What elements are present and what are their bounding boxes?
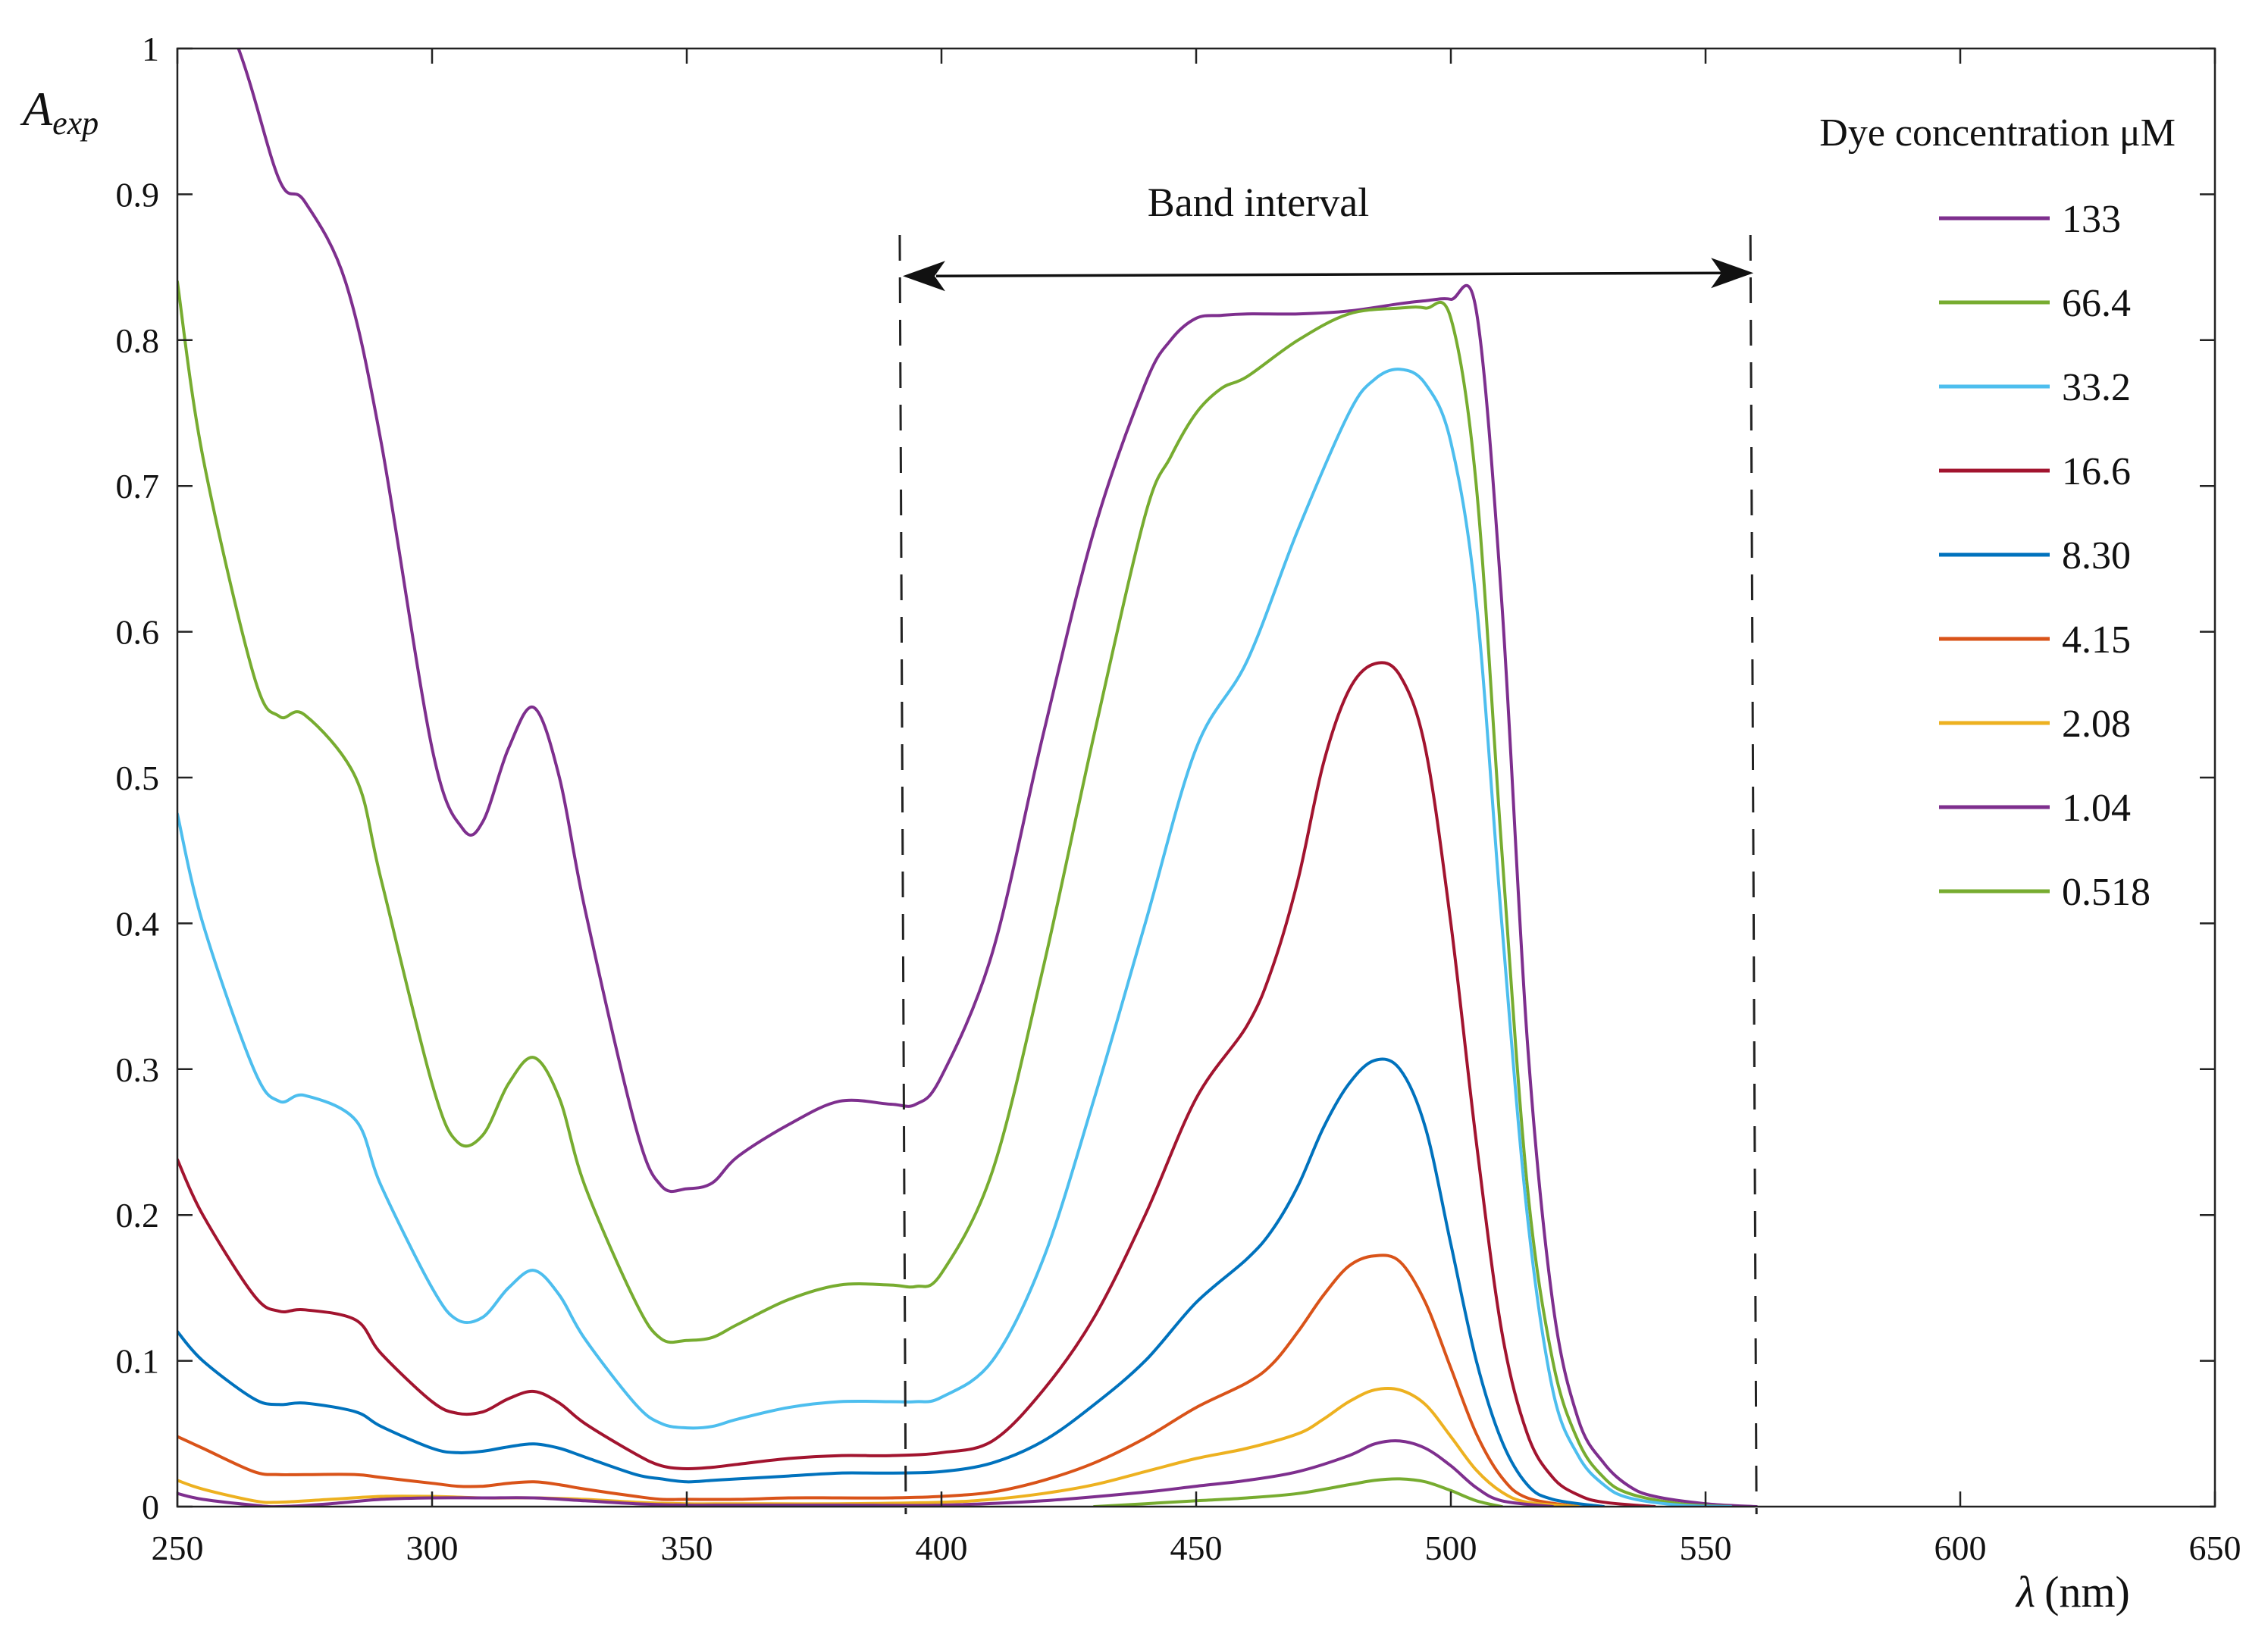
band-start-line: [898, 234, 907, 1515]
x-axis-label-symbol: λ: [2015, 1567, 2035, 1617]
y-tick-label-1: 0.1: [116, 1342, 160, 1381]
axis-ticks: [176, 47, 2216, 1508]
series-line-7: [177, 1439, 1555, 1507]
y-tick-label-5: 0.5: [116, 759, 160, 797]
x-tick-label-0: 250: [152, 1529, 204, 1567]
series-line-8: [1092, 1477, 1504, 1507]
y-axis-label-sub: exp: [52, 105, 99, 142]
legend-label-1: 66.4: [2062, 282, 2131, 325]
legend-label-5: 4.15: [2062, 618, 2131, 662]
x-tick-label-7: 600: [1934, 1529, 1987, 1567]
band-interval-label: Band interval: [1148, 180, 1369, 225]
x-axis-label: λ (nm): [2015, 1567, 2130, 1617]
legend: 133 66.4 33.2 16.6 8.30 4.15 2.08 1.04 0.518: [1939, 198, 2151, 914]
band-arrow-shaft: [935, 271, 1722, 277]
series-line-5: [177, 1253, 1580, 1507]
series-line-3: [177, 661, 1656, 1507]
legend-label-6: 2.08: [2062, 703, 2131, 746]
legend-title: Dye concentration μM: [1819, 111, 2176, 155]
y-tick-label-7: 0.7: [116, 467, 160, 505]
y-tick-label-6: 0.6: [116, 613, 160, 652]
y-axis-label-main: A: [20, 82, 53, 136]
series-group: [177, 49, 1759, 1507]
x-axis-label-unit: (nm): [2044, 1567, 2130, 1617]
series-line-0: [237, 49, 1759, 1507]
y-tick-label-0: 0: [142, 1488, 159, 1526]
x-tick-label-1: 300: [406, 1529, 459, 1567]
x-tick-label-8: 650: [2189, 1529, 2241, 1567]
legend-label-3: 16.6: [2062, 450, 2131, 493]
legend-label-0: 133: [2062, 198, 2121, 241]
band-arrow-head-left: [902, 261, 945, 292]
series-line-2: [177, 368, 1733, 1507]
band-end-line: [1749, 234, 1758, 1515]
y-tick-label-9: 0.9: [116, 175, 160, 214]
x-tick-label-6: 550: [1680, 1529, 1732, 1567]
legend-label-4: 8.30: [2062, 534, 2131, 577]
y-tick-label-2: 0.2: [116, 1196, 160, 1235]
axis-tick-labels: 250 300 350 400 450 500 550 600 650 0 0.1 0.2 0.3 0.4…: [116, 30, 2241, 1567]
series-line-4: [177, 1057, 1605, 1507]
y-tick-label-4: 0.4: [116, 904, 160, 943]
x-tick-label-4: 450: [1170, 1529, 1223, 1567]
y-tick-label-3: 0.3: [116, 1050, 160, 1089]
legend-label-2: 33.2: [2062, 366, 2131, 409]
series-line-6: [177, 1386, 1580, 1507]
x-tick-label-3: 400: [916, 1529, 968, 1567]
series-line-1: [177, 280, 1733, 1507]
legend-label-7: 1.04: [2062, 787, 2131, 830]
legend-label-8: 0.518: [2062, 871, 2151, 914]
x-tick-label-2: 350: [661, 1529, 713, 1567]
band-arrow-head-right: [1711, 258, 1754, 289]
band-interval-annotation: [898, 234, 1758, 1515]
x-tick-label-5: 500: [1425, 1529, 1477, 1567]
y-axis-label: Aexp: [20, 82, 99, 142]
y-tick-label-10: 1: [142, 30, 159, 68]
y-tick-label-8: 0.8: [116, 321, 160, 360]
